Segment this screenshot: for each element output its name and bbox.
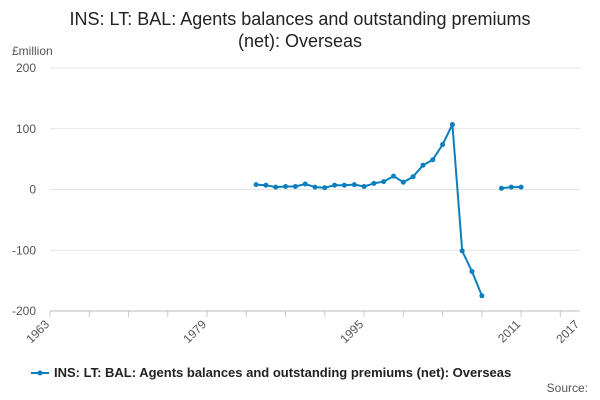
x-tick-label: 2011: [495, 317, 523, 345]
data-point[interactable]: [391, 173, 396, 179]
tick-labels: -200 -100 0 100 200 1963 1979 1995 2011 2017: [12, 61, 582, 346]
axes: [49, 310, 580, 317]
data-point[interactable]: [292, 184, 298, 189]
data-point[interactable]: [420, 162, 426, 168]
legend[interactable]: INS: LT: BAL: Agents balances and outsta…: [30, 365, 511, 380]
data-point[interactable]: [449, 122, 455, 127]
data-point[interactable]: [410, 174, 416, 180]
data-point[interactable]: [459, 248, 465, 254]
data-point[interactable]: [312, 184, 318, 190]
data-point[interactable]: [351, 182, 357, 188]
chart-title: INS: LT: BAL: Agents balances and outsta…: [69, 9, 531, 51]
legend-label: INS: LT: BAL: Agents balances and outsta…: [54, 365, 512, 380]
x-tick-label: 1963: [23, 317, 52, 346]
y-tick-label: 200: [16, 61, 36, 75]
data-point[interactable]: [273, 184, 279, 190]
data-point[interactable]: [430, 157, 436, 163]
y-tick-label: 0: [29, 183, 36, 197]
x-tick-label: 1979: [180, 317, 209, 346]
data-point[interactable]: [400, 179, 406, 185]
y-tick-label: -200: [12, 304, 36, 318]
data-point[interactable]: [469, 269, 475, 274]
x-tick-label: 1995: [337, 317, 366, 346]
y-tick-label: 100: [16, 122, 36, 136]
data-point[interactable]: [253, 182, 259, 188]
data-point[interactable]: [518, 184, 524, 190]
legend-swatch-icon: [30, 366, 50, 380]
data-point[interactable]: [440, 142, 446, 147]
data-point[interactable]: [322, 185, 328, 191]
source-label: Source:: [546, 381, 588, 395]
x-tick-label: 2017: [553, 317, 582, 346]
data-point[interactable]: [381, 179, 387, 185]
y-axis-unit-label: £million: [12, 44, 53, 58]
data-point[interactable]: [263, 182, 269, 188]
data-point[interactable]: [479, 293, 485, 299]
series-layer: [253, 122, 524, 299]
data-point[interactable]: [283, 184, 289, 189]
data-point[interactable]: [361, 184, 367, 189]
data-point[interactable]: [341, 182, 347, 188]
data-point[interactable]: [499, 185, 504, 191]
data-point[interactable]: [508, 184, 514, 190]
data-point[interactable]: [371, 180, 377, 186]
y-tick-label: -100: [12, 243, 36, 257]
data-point[interactable]: [332, 182, 338, 188]
series-line: [256, 123, 483, 297]
data-point[interactable]: [302, 181, 308, 187]
